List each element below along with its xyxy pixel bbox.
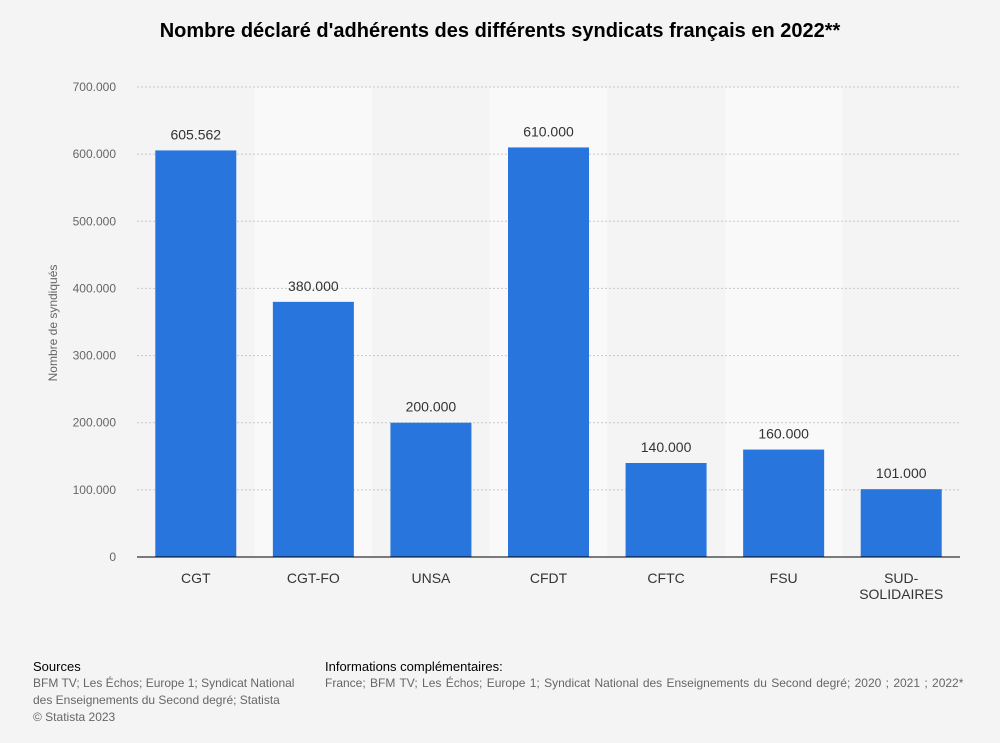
x-tick-label: UNSA bbox=[411, 570, 451, 586]
y-tick-label: 200.000 bbox=[73, 416, 117, 430]
bar bbox=[860, 489, 942, 557]
value-label: 160.000 bbox=[758, 426, 809, 442]
value-label: 605.562 bbox=[170, 126, 221, 142]
y-tick-label: 100.000 bbox=[73, 483, 117, 497]
x-tick-label: SUD- bbox=[884, 570, 919, 586]
y-tick-label: 700.000 bbox=[73, 80, 117, 94]
value-label: 380.000 bbox=[288, 278, 339, 294]
y-tick-label: 500.000 bbox=[73, 214, 117, 228]
bar bbox=[743, 449, 825, 557]
bar bbox=[272, 301, 354, 557]
y-tick-label: 300.000 bbox=[73, 349, 117, 363]
chart-title: Nombre déclaré d'adhérents des différent… bbox=[159, 20, 841, 42]
sources-line: BFM TV; Les Échos; Europe 1; Syndicat Na… bbox=[33, 676, 295, 690]
y-tick-label: 0 bbox=[109, 550, 116, 564]
y-axis-label: Nombre de syndiqués bbox=[46, 264, 60, 382]
footer-sources: Sources BFM TV; Les Échos; Europe 1; Syn… bbox=[33, 658, 303, 726]
value-label: 200.000 bbox=[406, 399, 457, 415]
x-tick-label: SOLIDAIRES bbox=[859, 586, 943, 602]
sources-heading: Sources bbox=[33, 659, 81, 674]
value-label: 610.000 bbox=[523, 123, 574, 139]
value-label: 101.000 bbox=[876, 465, 927, 481]
sources-line: des Enseignements du Second degré; Stati… bbox=[33, 693, 280, 707]
x-tick-label: CGT-FO bbox=[287, 570, 340, 586]
copyright-text: © Statista 2023 bbox=[33, 710, 116, 724]
y-tick-label: 600.000 bbox=[73, 147, 117, 161]
bar-chart: 0 100.000 200.000 300.000 400.000 500.000 600.… bbox=[73, 80, 960, 602]
bar bbox=[625, 463, 707, 557]
x-tick-label: CFDT bbox=[530, 570, 568, 586]
value-label: 140.000 bbox=[641, 439, 692, 455]
bar bbox=[155, 150, 237, 557]
info-heading: Informations complémentaires: bbox=[325, 659, 503, 674]
bar bbox=[508, 147, 589, 557]
x-tick-label: CFTC bbox=[647, 570, 684, 586]
bar bbox=[390, 422, 472, 557]
x-tick-label: FSU bbox=[770, 570, 798, 586]
y-tick-label: 400.000 bbox=[73, 281, 117, 295]
x-tick-label: CGT bbox=[181, 570, 211, 586]
info-text: France; BFM TV; Les Échos; Europe 1; Syn… bbox=[325, 676, 964, 690]
footer-info: Informations complémentaires: France; BF… bbox=[325, 658, 985, 692]
